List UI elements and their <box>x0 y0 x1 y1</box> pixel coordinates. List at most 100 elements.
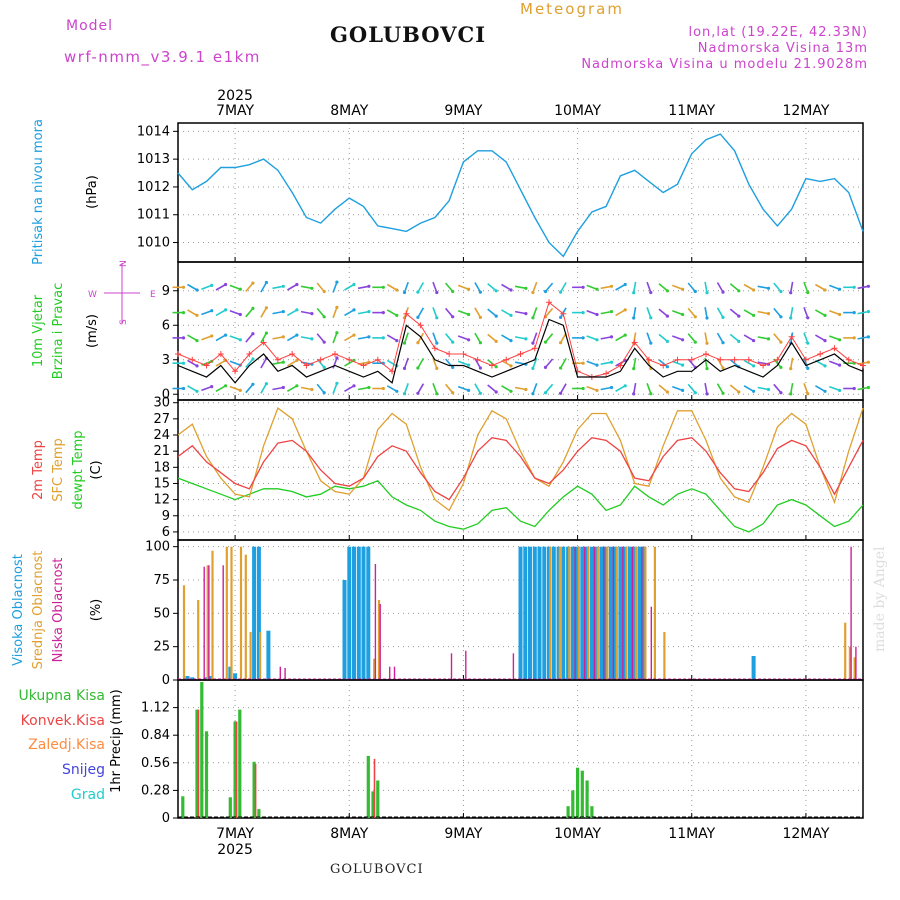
wind-arrow-head <box>367 284 371 288</box>
y-tick-label: 9 <box>162 509 170 524</box>
wind-arrow-head <box>531 366 535 370</box>
wind-arrow-head <box>322 340 326 344</box>
wind-arrow <box>187 359 198 367</box>
wind-arrow <box>272 336 284 340</box>
wind-arrow-head <box>195 288 199 292</box>
cloud-bar <box>642 546 647 680</box>
wind-arrow <box>444 383 454 394</box>
wind-arrow-head <box>181 336 186 340</box>
wind-arrow-head <box>752 288 756 292</box>
wind-arrow <box>632 281 637 293</box>
cloud-ylabel-low: Niska Oblacnost <box>51 558 66 663</box>
cloud-bar <box>374 564 377 680</box>
wind-gust-marker <box>374 356 381 363</box>
wind-arrow <box>857 310 869 315</box>
wind-arrow <box>532 281 538 293</box>
wind-arrow-head <box>681 312 685 317</box>
wind-arrow-head <box>559 366 563 370</box>
wind-arrow <box>559 358 567 369</box>
cloud-bar <box>596 546 599 680</box>
wind-arrow-head <box>381 336 385 340</box>
cloud-bar <box>558 546 561 680</box>
wind-arrow <box>487 308 497 317</box>
y-tick-label: 1010 <box>137 236 170 251</box>
wind-arrow-head <box>494 314 498 318</box>
rain-total-bar <box>376 780 380 818</box>
wind-gust-marker <box>745 356 752 363</box>
wind-arrow <box>773 383 782 394</box>
cloud-bar <box>587 546 590 680</box>
wind-arrow <box>474 383 482 394</box>
wind-arrow-head <box>632 367 636 371</box>
cloud-bar <box>625 546 628 680</box>
y-tick-label: 18 <box>153 460 170 475</box>
wind-unit: (m/s) <box>85 314 100 348</box>
panel-frame <box>177 122 864 263</box>
cloud-bar <box>549 546 552 680</box>
y-tick-label: 3 <box>162 353 170 368</box>
cloud-bar <box>185 676 190 680</box>
rain-total-bar <box>195 709 199 818</box>
wind-arrow-head <box>416 391 420 395</box>
wind-arrow <box>316 282 325 293</box>
cloud-bar <box>259 632 262 680</box>
wind-arrow <box>501 309 512 317</box>
wind-arrow <box>857 336 869 340</box>
wind-arrow <box>559 282 567 293</box>
wind-arrow-head <box>181 285 186 289</box>
wind-arrow <box>773 282 782 293</box>
wind-arrow-head <box>281 385 285 390</box>
wind-arrow <box>332 357 338 369</box>
wind-arrow-head <box>416 341 420 345</box>
wind-arrow <box>646 332 652 344</box>
wind-arrow-head <box>494 289 498 293</box>
cloud-bar <box>239 546 243 680</box>
wind-arrow <box>187 385 198 392</box>
wind-arrow-head <box>467 363 471 367</box>
wind-arrow <box>316 307 325 318</box>
wind-gust-marker <box>260 339 267 346</box>
wind-arrow <box>559 332 567 344</box>
wind-arrow-head <box>435 316 439 320</box>
wind-arrow <box>474 307 482 318</box>
cloud-bar <box>589 546 594 680</box>
wind-arrow-head <box>581 336 585 340</box>
y-tick-label: 1013 <box>137 152 170 167</box>
wind-arrow-head <box>649 392 653 396</box>
wind-arrow <box>245 282 254 293</box>
cloud-bar <box>206 565 209 680</box>
wind-gust-marker <box>802 356 809 363</box>
wind-gust-marker <box>845 356 852 363</box>
rain-total-bar <box>238 709 242 818</box>
wind-arrow <box>215 385 226 392</box>
panel-frame <box>177 261 864 401</box>
wind-gust-marker <box>674 356 681 363</box>
wind-arrow-head <box>478 290 482 294</box>
wind-arrow <box>672 360 683 366</box>
x-tick-label-bottom: 11MAY <box>668 826 715 842</box>
wind-arrow <box>417 383 425 394</box>
wind-arrow-head <box>559 315 563 319</box>
precip-legend-0: Ukupna Kisa <box>18 688 105 704</box>
wind-arrow <box>286 385 298 392</box>
wind-arrow <box>586 284 598 290</box>
wind-arrow-head <box>779 315 783 319</box>
wind-arrow-head <box>789 316 793 320</box>
cloud-bar <box>561 546 566 680</box>
wind-arrow-head <box>295 333 299 337</box>
wind-arrow <box>272 361 284 365</box>
cloud-bar <box>580 546 585 680</box>
wind-arrow-head <box>823 288 827 292</box>
wind-arrow-head <box>823 389 827 393</box>
wind-arrow-head <box>310 337 314 341</box>
wind-arrow-head <box>352 384 356 388</box>
wind-arrow-head <box>224 384 228 388</box>
cloud-bar <box>575 546 580 680</box>
wind-gust-marker <box>503 356 510 363</box>
wind-arrow-head <box>224 282 228 287</box>
wind-arrow-head <box>866 335 871 339</box>
wind-arrow-head <box>665 365 670 369</box>
wind-arrow-head <box>721 391 725 395</box>
wind-arrow-head <box>823 339 827 343</box>
temp2m-line <box>177 436 864 501</box>
